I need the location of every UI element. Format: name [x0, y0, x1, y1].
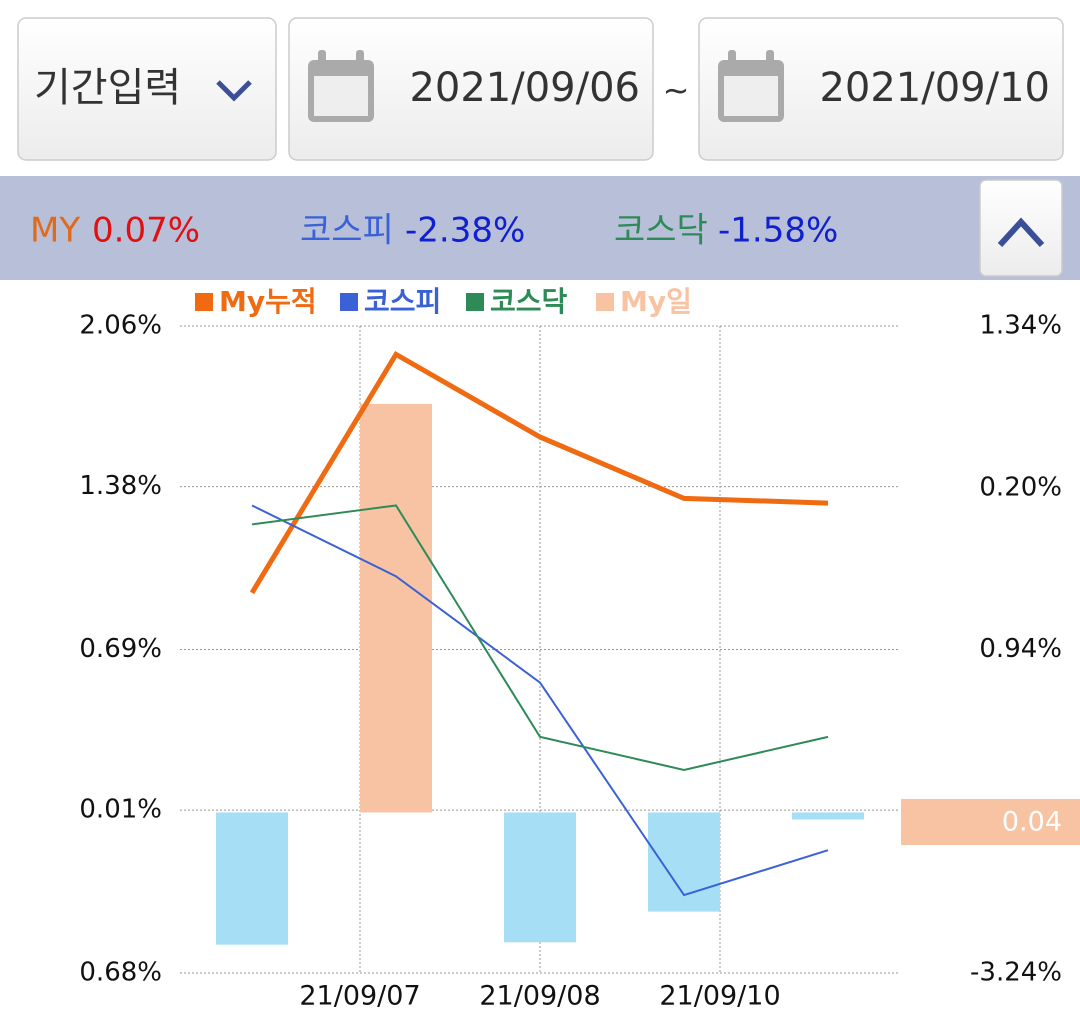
x-tick-label: 21/09/08: [479, 981, 600, 1012]
bar: [648, 812, 720, 912]
kosdaq-label: 코스닥: [614, 211, 708, 251]
y2-tick-label: -3.24%: [970, 958, 1062, 988]
line: [251, 504, 829, 771]
calendar-icon: [308, 50, 374, 122]
last-value-label: 0.04: [1002, 807, 1062, 838]
y-tick-label: 2.06%: [79, 311, 162, 341]
line: [249, 350, 829, 595]
kospi-label: 코스피: [300, 211, 394, 251]
start-date: 2021/09/06: [409, 65, 640, 111]
legend-label: My누적: [219, 285, 317, 318]
y-tick-label: 0.68%: [79, 958, 162, 988]
line: [251, 504, 829, 897]
summary-bar: [0, 176, 1080, 280]
x-tick-label: 21/09/10: [659, 981, 780, 1012]
calendar-icon: [718, 50, 784, 122]
legend-swatch: [195, 293, 213, 311]
y-tick-label: 0.01%: [79, 795, 162, 825]
legend-label: 코스닥: [490, 285, 568, 318]
y-tick-label: 0.69%: [79, 634, 162, 664]
kosdaq-value: -1.58%: [718, 211, 838, 251]
bar: [360, 403, 432, 813]
y2-tick-label: 0.94%: [979, 634, 1062, 664]
end-date-button[interactable]: [698, 17, 1064, 161]
period-label: 기간입력: [34, 65, 181, 111]
bar: [792, 812, 864, 820]
last-value-tag: [901, 799, 1080, 845]
y-tick-label: 1.38%: [79, 471, 162, 501]
my-label: MY: [30, 211, 80, 251]
collapse-button[interactable]: [979, 179, 1063, 277]
y2-tick-label: 1.34%: [979, 311, 1062, 341]
start-date-button[interactable]: [288, 17, 654, 161]
y2-tick-label: 0.20%: [979, 472, 1062, 502]
bar: [216, 812, 288, 945]
end-date: 2021/09/10: [819, 65, 1050, 111]
separator: ~: [663, 71, 690, 109]
kospi-value: -2.38%: [405, 211, 525, 251]
legend-swatch: [340, 293, 358, 311]
legend-label: My일: [620, 285, 692, 318]
x-tick-label: 21/09/07: [299, 981, 420, 1012]
my-value: 0.07%: [92, 211, 200, 251]
dropdown-arrow: [216, 80, 252, 102]
legend-swatch: [596, 293, 614, 311]
collapse-arrow: [997, 217, 1045, 248]
legend-label: 코스피: [364, 285, 441, 318]
bar: [504, 812, 576, 943]
legend-swatch: [466, 293, 484, 311]
period-dropdown[interactable]: [17, 17, 277, 161]
